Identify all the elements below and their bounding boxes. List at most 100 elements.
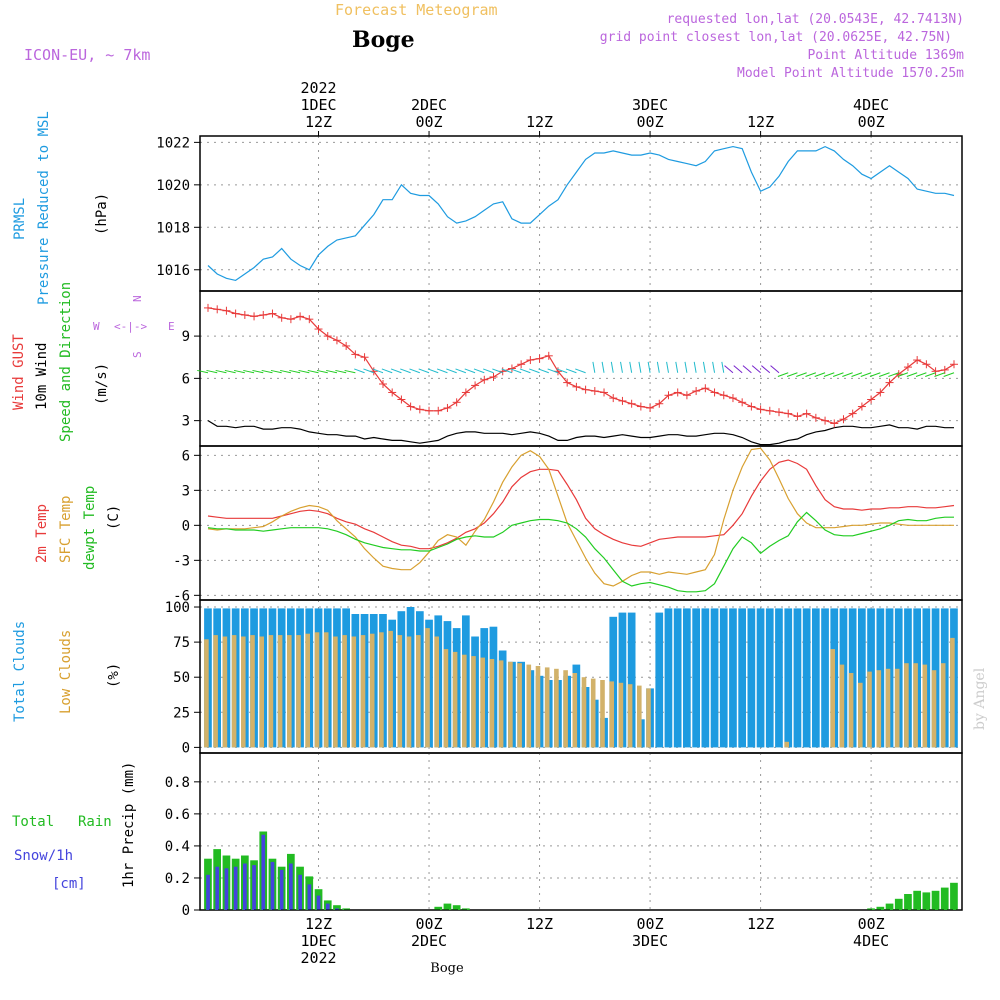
bottom-time-label: 12Z <box>526 915 553 933</box>
top-time-label: 2022 <box>300 79 336 97</box>
gust-marker <box>507 364 516 373</box>
low-cloud-bar <box>434 636 439 748</box>
wind-panel: 3 6 9 <box>182 290 963 447</box>
low-cloud-bar <box>904 663 909 748</box>
low-cloud-bar <box>544 667 550 748</box>
rain-bar <box>462 908 470 910</box>
gust-marker <box>452 398 461 407</box>
wind-arrow <box>724 365 734 374</box>
gust-marker <box>682 391 691 400</box>
wind-frame <box>199 290 963 447</box>
gust-marker <box>590 387 599 396</box>
wind-arrow <box>675 361 679 373</box>
gust-marker <box>526 356 535 365</box>
wind-label: 10m Wind <box>34 343 50 410</box>
top-time-label: 00Z <box>637 113 664 131</box>
rain-bar <box>443 903 452 910</box>
low-cloud-bar <box>784 741 789 748</box>
low-cloud-bar <box>388 630 393 748</box>
temperature-ytick-label: 6 <box>182 448 190 464</box>
compass-e: E <box>168 320 175 333</box>
wind-arrow <box>897 372 909 377</box>
wind-arrow <box>510 368 522 374</box>
low-cloud-bar <box>369 633 375 748</box>
gust-marker <box>922 360 931 369</box>
dewpoint-line <box>207 511 954 593</box>
snow-bar <box>215 866 220 910</box>
clouds-ytick-label: 50 <box>173 670 190 686</box>
low-cloud-bar <box>830 649 835 748</box>
wind-arrow <box>851 372 863 377</box>
total-cloud-bar <box>664 608 673 748</box>
snow-bar <box>233 866 238 910</box>
low-cloud-bar <box>277 635 283 748</box>
precip-ytick-label: 0.8 <box>165 775 190 791</box>
temperature-ytick-label: 3 <box>182 483 190 499</box>
gust-marker <box>719 391 728 400</box>
gust-marker <box>673 388 682 397</box>
wind-arrow <box>400 368 411 374</box>
low-cloud-bar <box>351 636 357 748</box>
wind-arrow <box>842 372 853 377</box>
wind-arrow <box>693 361 697 373</box>
gust-marker <box>222 306 231 315</box>
gust-marker <box>489 372 498 381</box>
gust-marker <box>728 394 737 403</box>
pressure-ytick-label: 1018 <box>156 220 190 236</box>
gust-marker <box>885 378 894 387</box>
snow-bar <box>298 874 302 910</box>
wind-dir-label: Speed and Direction <box>58 282 74 442</box>
rain-bar <box>913 890 921 910</box>
rain-bar <box>931 890 940 910</box>
total-cloud-bar <box>673 608 682 748</box>
rain-bar <box>342 908 350 910</box>
wind-arrow <box>592 361 596 373</box>
clouds-units: (%) <box>106 663 122 688</box>
wind-arrow <box>464 368 476 374</box>
wind-arrow <box>446 368 457 374</box>
gust-marker <box>765 406 774 415</box>
precip-frame <box>199 752 963 911</box>
gust-marker <box>867 395 876 404</box>
rain-bar <box>876 906 885 910</box>
gust-marker <box>950 360 958 369</box>
wind-arrow <box>316 369 328 374</box>
pressure-panel: 1016 1018 1020 1022 <box>156 135 963 292</box>
low-cloud-bar <box>572 673 578 748</box>
low-cloud-bar <box>839 664 845 748</box>
top-time-label: 12Z <box>305 113 332 131</box>
gust-marker <box>323 332 332 341</box>
gust-marker <box>351 350 360 359</box>
pressure-line <box>207 145 955 282</box>
low-cloud-bar <box>250 635 255 748</box>
low-cloud-bar <box>480 657 485 748</box>
low-cloud-bar <box>637 685 642 748</box>
precip-ytick-label: 0 <box>182 903 190 919</box>
compass-rose: <-|-> W E N S <box>93 295 175 358</box>
low-cloud-bar <box>646 688 651 748</box>
total-cloud-bar <box>738 608 746 748</box>
bottom-time-label: 3DEC <box>632 932 668 950</box>
clouds-frame <box>199 599 963 754</box>
rain-bar <box>904 894 912 910</box>
low-cloud-bar <box>563 670 568 748</box>
wind-arrow <box>206 369 218 374</box>
gust-marker <box>802 409 811 418</box>
gust-marker <box>443 403 452 412</box>
pressure-ylabels: PRMSL Pressure Reduced to MSL (hPa) <box>12 111 110 305</box>
clouds-ytick-label: 100 <box>165 600 190 616</box>
gust-marker <box>544 351 553 360</box>
gust-marker <box>240 310 249 319</box>
top-time-label: 4DEC <box>853 96 889 114</box>
gust-marker <box>342 341 351 350</box>
low-cloud-bar <box>940 663 946 748</box>
top-time-label: 2DEC <box>411 96 447 114</box>
total-cloud-bar <box>655 612 664 748</box>
wind-arrow <box>261 369 273 374</box>
gust-marker <box>434 406 443 415</box>
rain-bar <box>922 892 931 910</box>
gust-marker <box>388 388 397 397</box>
gust-marker <box>305 315 314 324</box>
wind-ytick-label: 3 <box>182 414 190 430</box>
